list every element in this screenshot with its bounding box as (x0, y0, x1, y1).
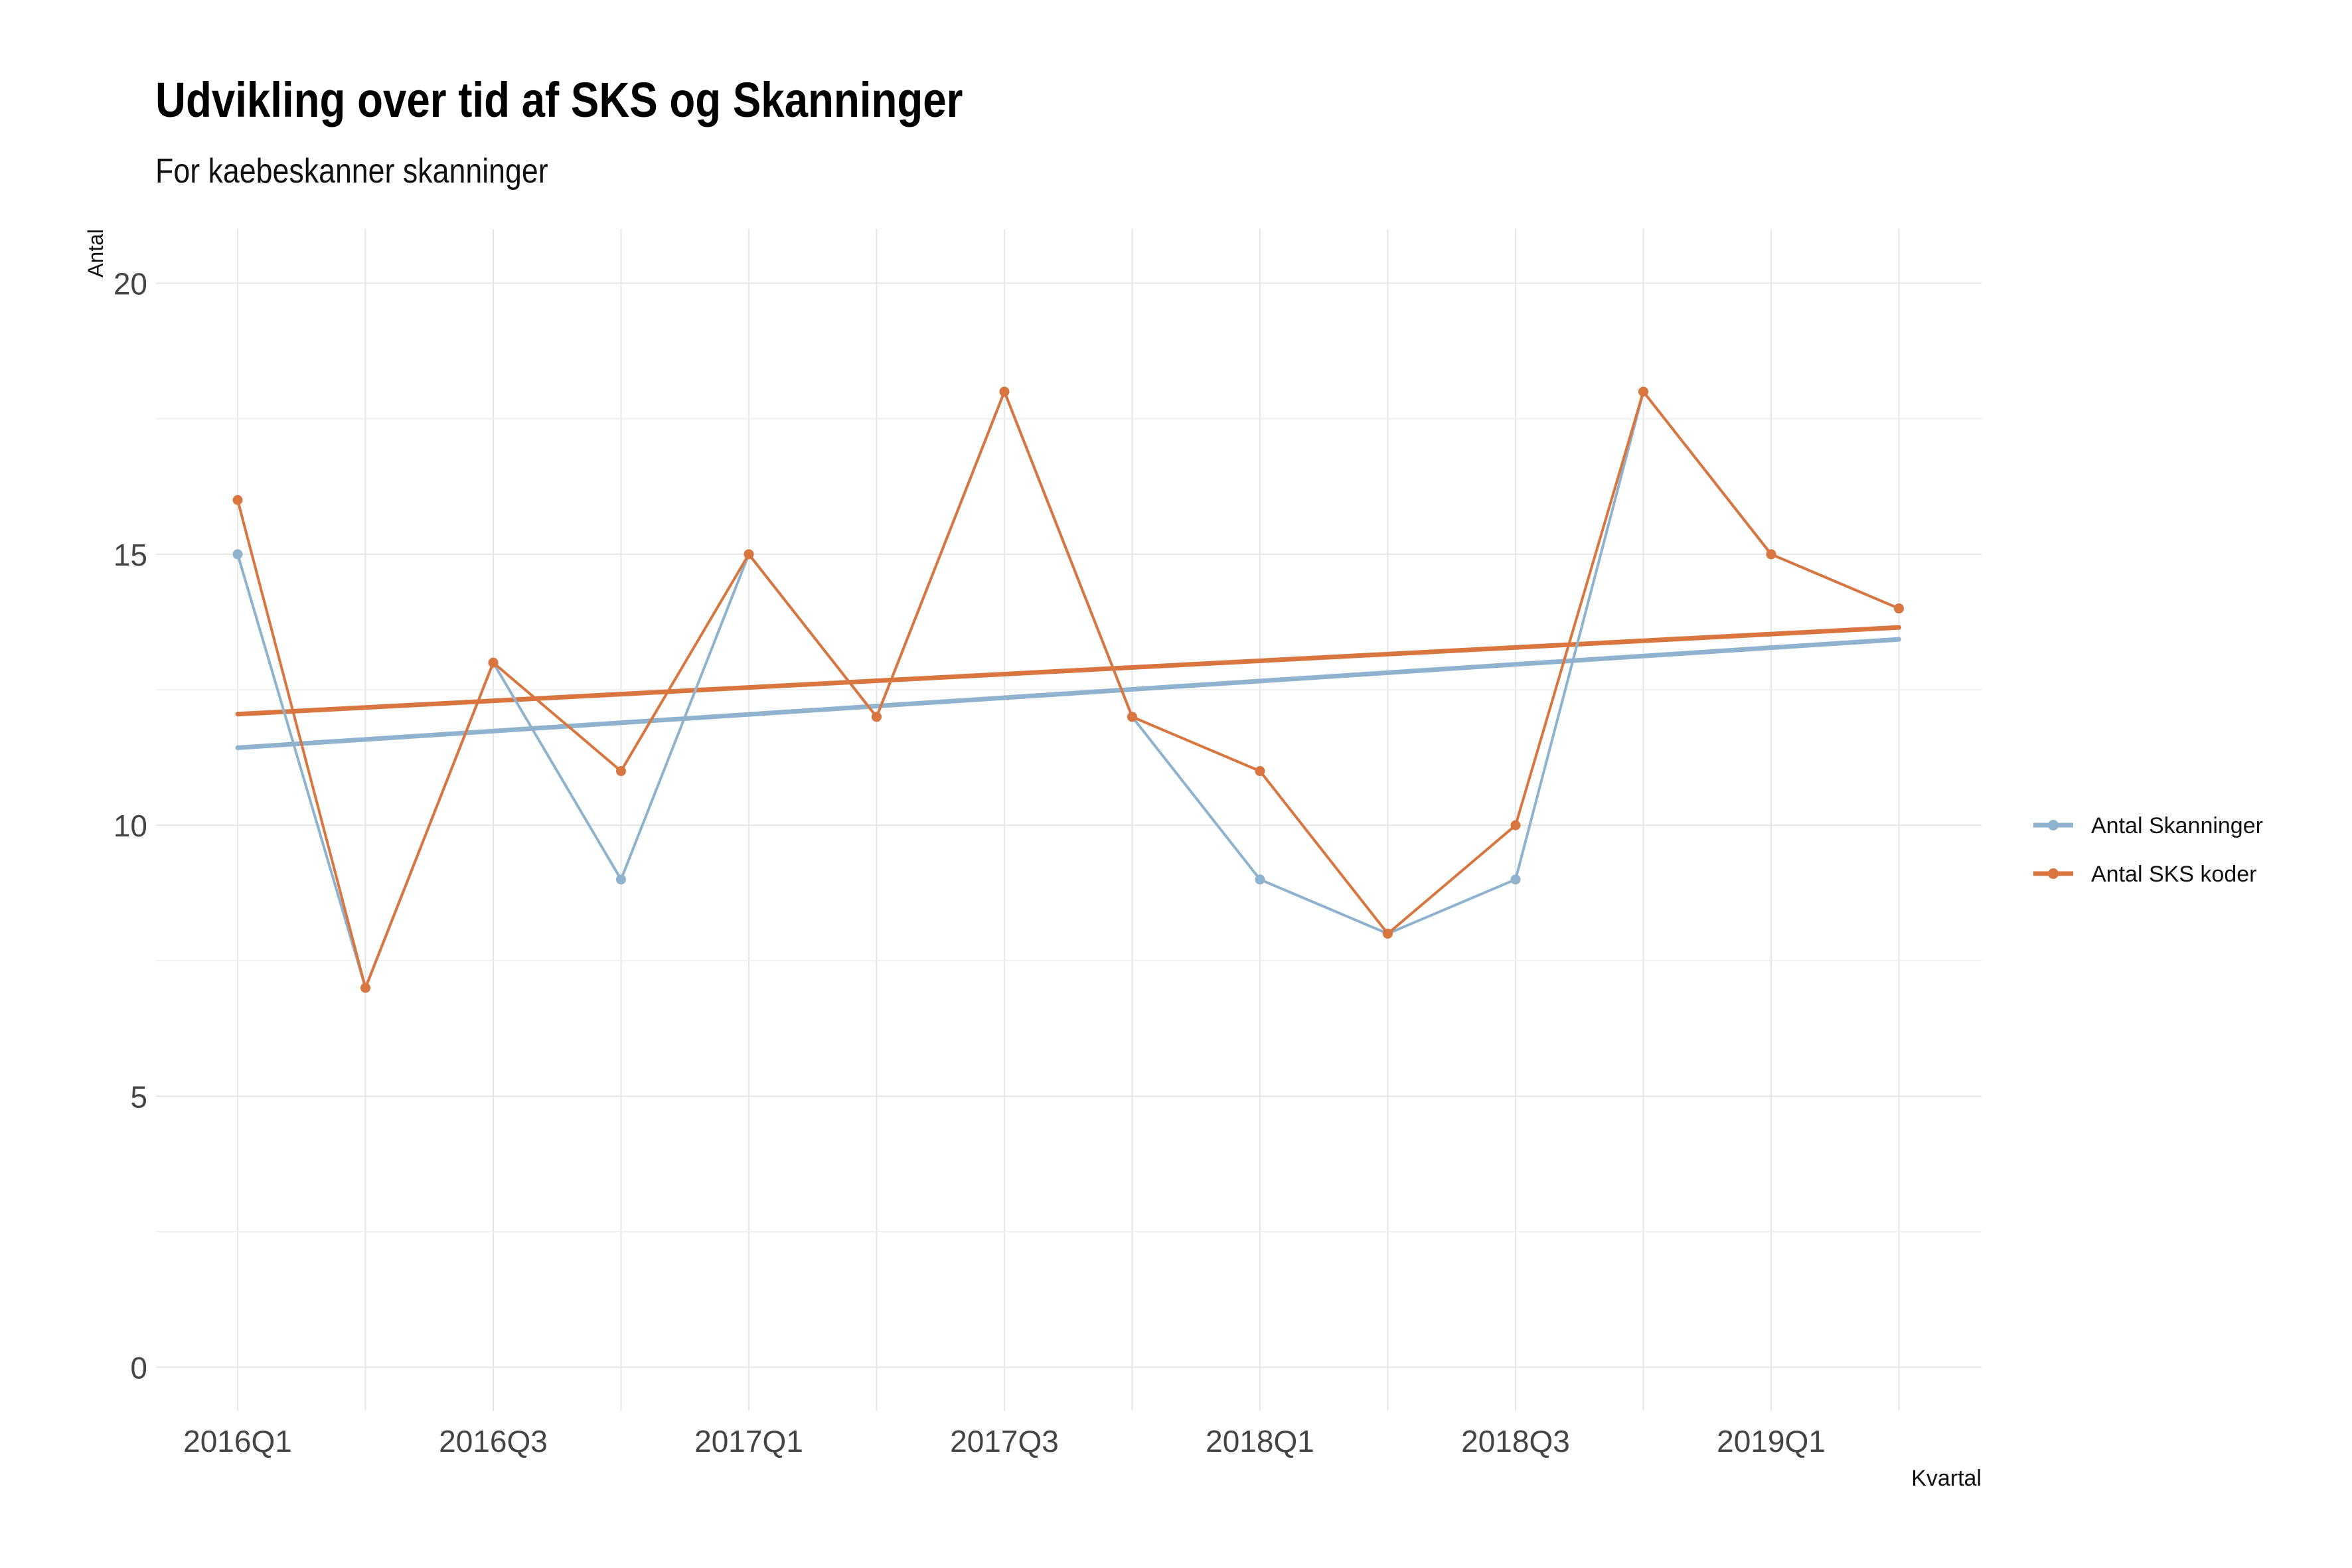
data-point (872, 712, 882, 722)
data-point (1127, 712, 1137, 722)
data-point (1894, 603, 1904, 614)
y-axis-title: Antal (84, 229, 108, 277)
x-tick-label: 2017Q1 (694, 1424, 803, 1458)
x-tick-label: 2016Q3 (439, 1424, 548, 1458)
trend-line (235, 625, 1901, 717)
trend-lines (235, 625, 1901, 750)
data-point (1510, 820, 1521, 830)
data-point (1510, 874, 1521, 885)
x-tick-label: 2018Q3 (1461, 1424, 1570, 1458)
data-point (1255, 874, 1265, 885)
series-line (236, 390, 1900, 990)
x-tick-label: 2016Q1 (183, 1424, 292, 1458)
data-point (232, 495, 243, 505)
series-lines (232, 386, 1904, 993)
legend-label: Antal SKS koder (2091, 862, 2256, 887)
x-axis-title: Kvartal (1911, 1466, 1982, 1491)
data-point (232, 549, 243, 560)
axis-labels: 0 5 10 15 20 2016Q1 2016Q3 2017Q1 2017Q3 2018Q1 20… (84, 229, 1982, 1491)
y-tick-label: 5 (130, 1079, 147, 1114)
x-tick-label: 2017Q3 (950, 1424, 1059, 1458)
chart-title: Udvikling over tid af SKS og Skanninger (155, 72, 963, 127)
data-point (616, 874, 626, 885)
data-point (1255, 766, 1265, 777)
legend-key-point (2048, 820, 2059, 830)
chart-subtitle: For kaebeskanner skanninger (155, 152, 548, 191)
data-point (1766, 549, 1776, 560)
data-point (1638, 386, 1648, 397)
data-point (744, 549, 754, 560)
trend-line (235, 637, 1901, 750)
y-tick-label: 10 (114, 809, 147, 843)
legend-label: Antal Skanninger (2091, 813, 2263, 838)
x-tick-label: 2019Q1 (1717, 1424, 1826, 1458)
y-tick-label: 15 (114, 538, 147, 572)
x-tick-label: 2018Q1 (1206, 1424, 1314, 1458)
y-tick-label: 0 (130, 1351, 147, 1385)
data-point (999, 386, 1010, 397)
data-point (616, 766, 626, 777)
legend-key-point (2048, 868, 2059, 879)
legend: Antal Skanninger Antal SKS koder (2033, 813, 2263, 887)
grid-lines (156, 229, 1982, 1411)
data-point (1383, 928, 1393, 939)
y-tick-label: 20 (114, 267, 147, 301)
data-point (360, 982, 370, 993)
data-point (488, 657, 499, 668)
